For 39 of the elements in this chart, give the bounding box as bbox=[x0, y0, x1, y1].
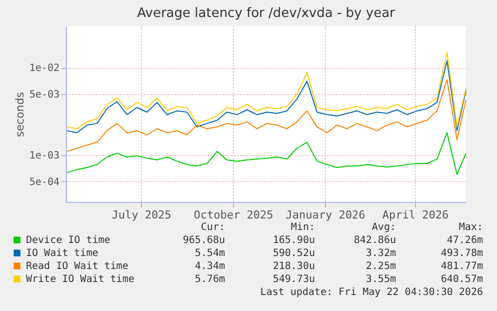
text: Min: bbox=[290, 222, 315, 233]
chart-title: Average latency for /dev/xvda - by year bbox=[137, 6, 396, 21]
text: Max: bbox=[458, 222, 483, 233]
text: Avg: bbox=[372, 222, 396, 233]
y-tick-label: 1e-03 bbox=[29, 150, 60, 162]
text: Last update: Fri May 22 04:30:30 2026 bbox=[260, 287, 483, 298]
y-tick-label: 1e-02 bbox=[29, 63, 60, 74]
line-series bbox=[66, 60, 466, 134]
text: 481.77m bbox=[440, 261, 483, 272]
text: 965.68u bbox=[182, 235, 225, 246]
text: 493.78m bbox=[440, 248, 483, 259]
text: 549.73u bbox=[272, 274, 315, 285]
text: 3.55m bbox=[366, 274, 396, 285]
text: 218.30u bbox=[272, 261, 315, 272]
text: 4.34m bbox=[194, 261, 225, 272]
text: 47.26m bbox=[446, 235, 483, 246]
text: 842.86u bbox=[354, 235, 396, 246]
y-tick-label: 5e-03 bbox=[29, 89, 60, 100]
y-axis-title: seconds bbox=[13, 92, 26, 137]
text: 2.25m bbox=[366, 261, 396, 272]
legend-label: Write IO Wait time bbox=[26, 274, 134, 285]
x-tick-label: April 2026 bbox=[382, 208, 449, 222]
text: 165.90u bbox=[272, 235, 315, 246]
legend-label: IO Wait time bbox=[26, 248, 98, 259]
y-tick-label: 5e-04 bbox=[29, 176, 60, 188]
text: 3.32m bbox=[366, 248, 396, 259]
legend-label: Read IO Wait time bbox=[26, 261, 128, 272]
text: 5.76m bbox=[194, 274, 225, 285]
line-series bbox=[66, 52, 466, 130]
x-tick-label: July 2025 bbox=[112, 208, 172, 222]
text: 5.54m bbox=[194, 248, 225, 259]
legend-label: Device IO time bbox=[26, 235, 110, 246]
line-series bbox=[66, 79, 466, 152]
x-tick-label: January 2026 bbox=[286, 208, 366, 222]
text: 590.52u bbox=[272, 248, 315, 259]
line-series bbox=[66, 132, 466, 175]
text: Cur: bbox=[200, 222, 225, 233]
x-tick-label: October 2025 bbox=[194, 208, 274, 222]
text: 640.57m bbox=[440, 274, 483, 285]
